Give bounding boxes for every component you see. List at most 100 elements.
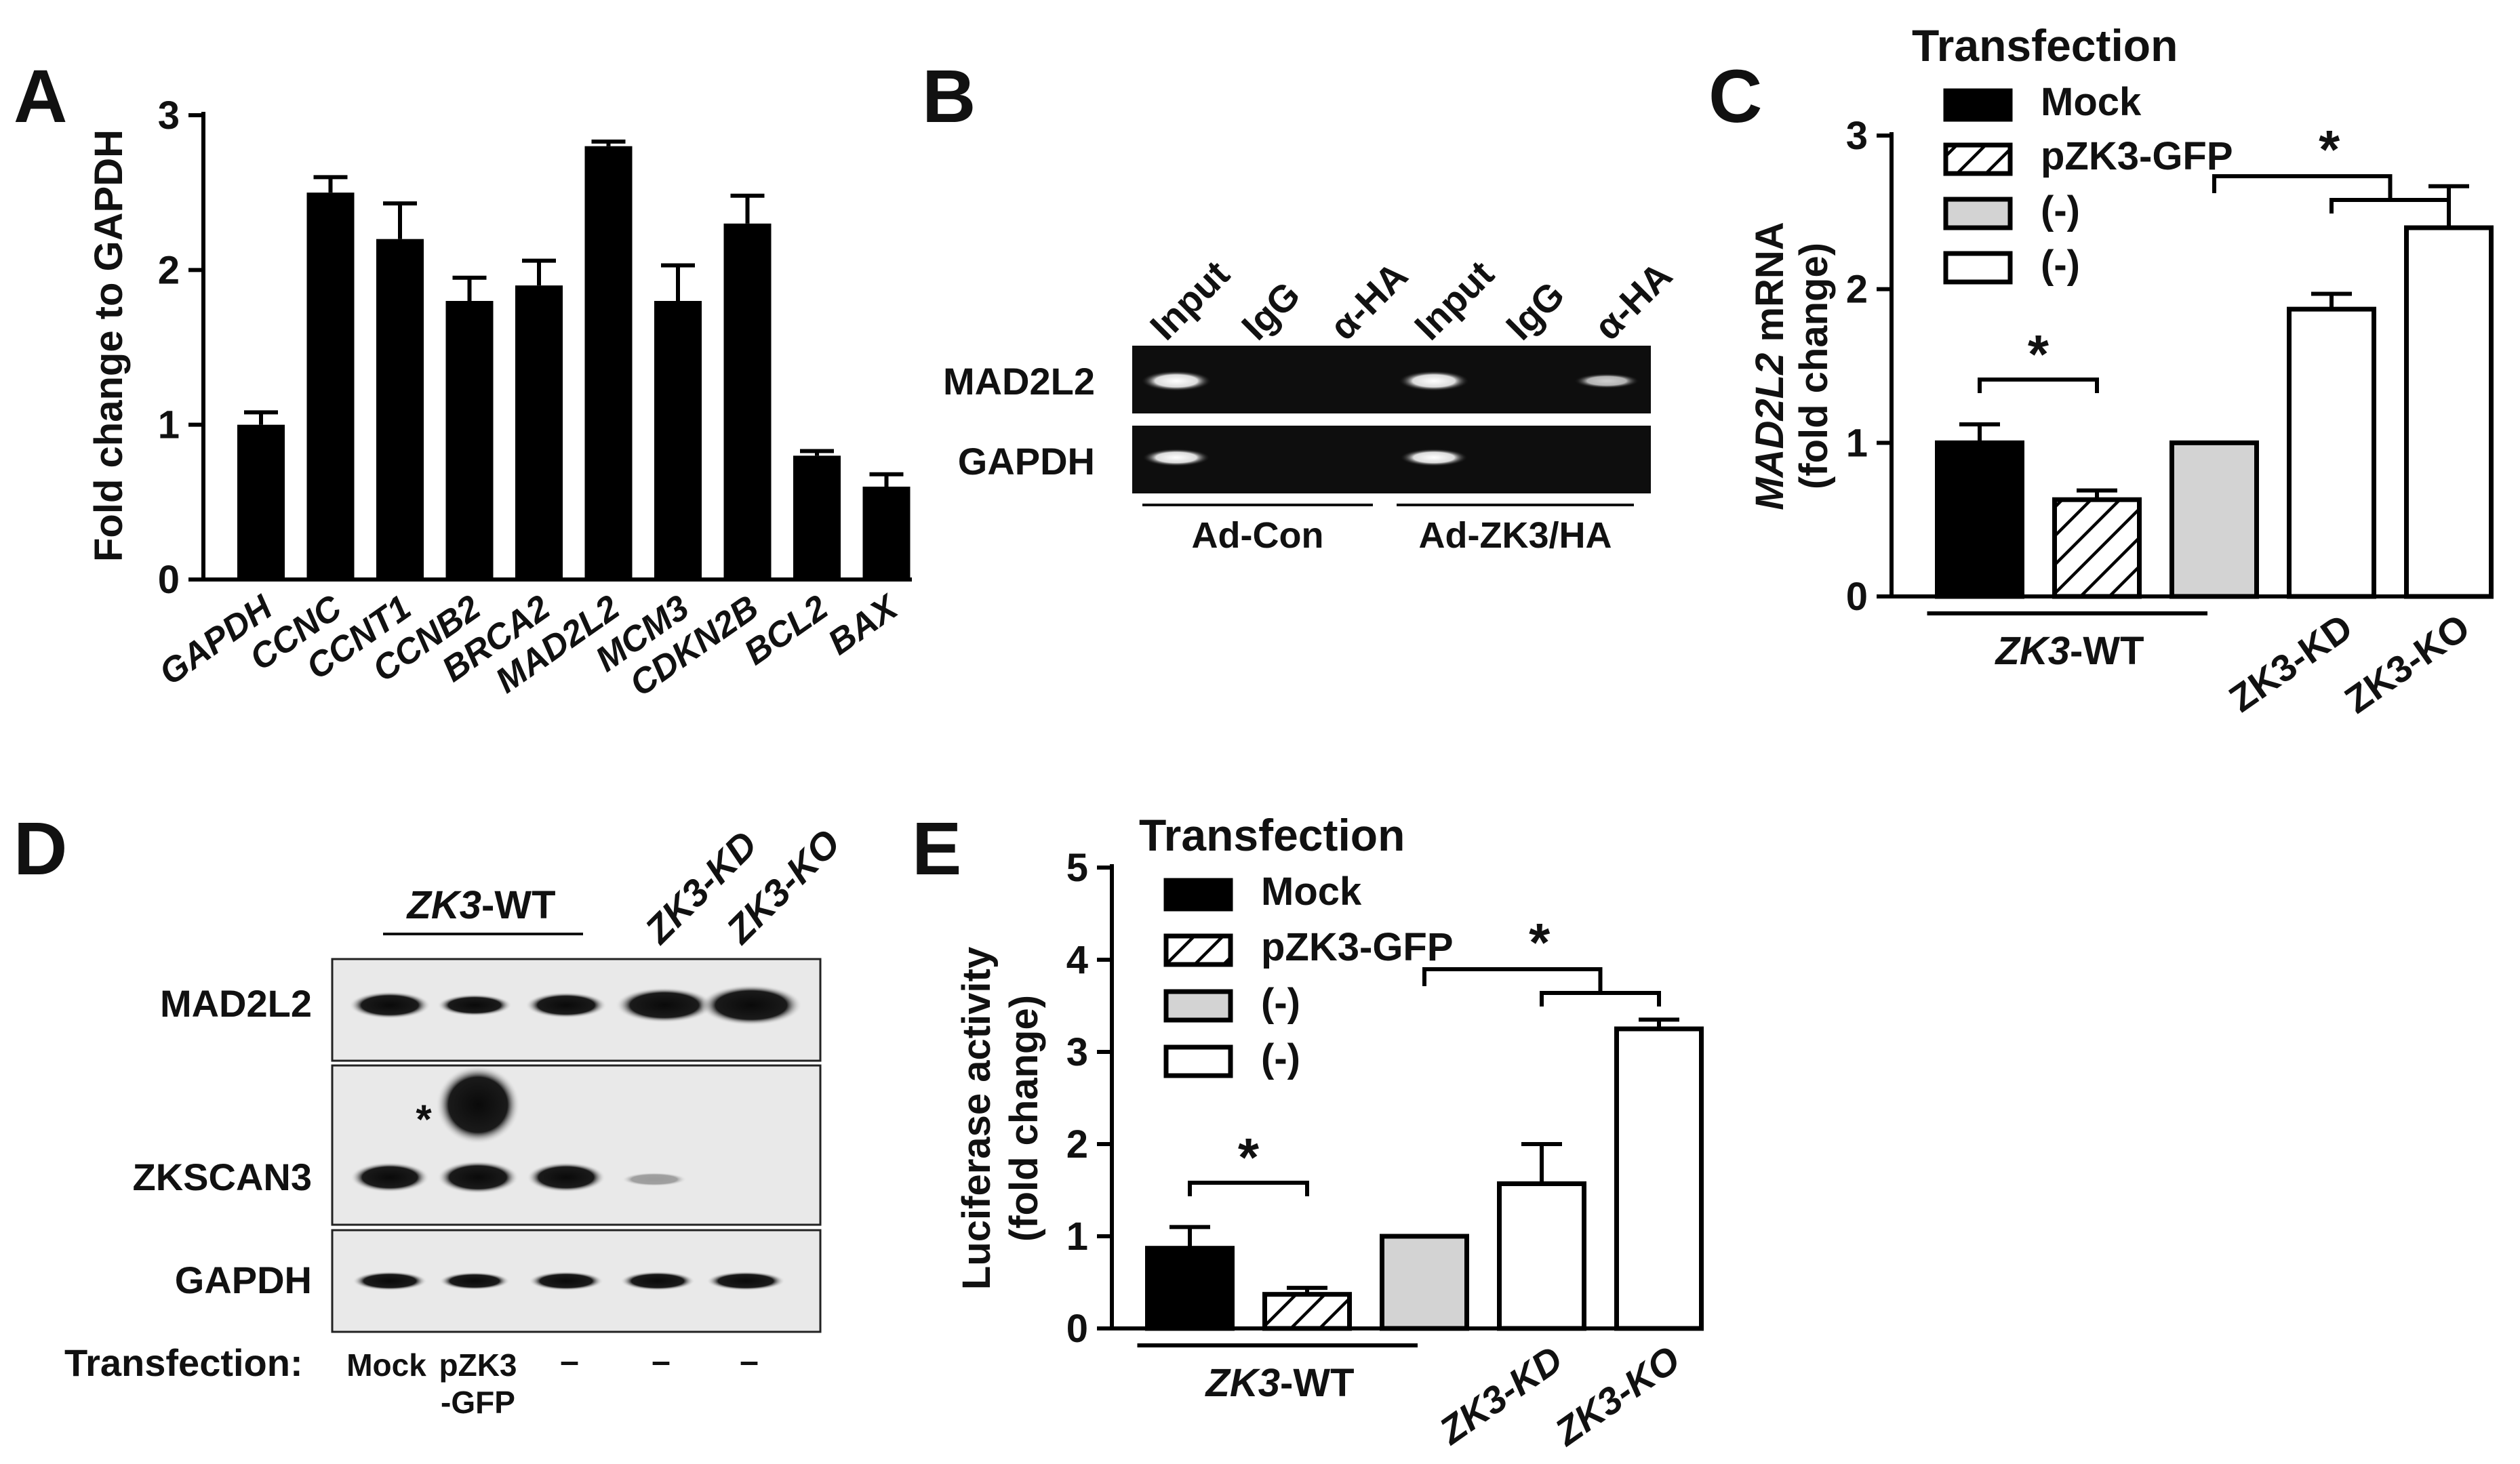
gel-b-label-mad2l2: MAD2L2 bbox=[943, 360, 1095, 403]
gel-band bbox=[1142, 449, 1210, 466]
gel-b: MAD2L2 GAPDH Input IgG α-HA Input IgG α-… bbox=[943, 252, 1680, 556]
blot-d-lane-mock: Mock bbox=[346, 1347, 426, 1383]
gel-b-lane-5: IgG bbox=[1498, 273, 1573, 348]
chart-c-ytick-label: 3 bbox=[1846, 114, 1868, 158]
chart-c-legend-label: (-) bbox=[2041, 188, 2080, 232]
chart-e-legend-swatch bbox=[1163, 878, 1233, 912]
blot-d-lane-dash-3: – bbox=[740, 1342, 759, 1380]
blot-d-star: * bbox=[416, 1097, 432, 1142]
chart-a: Fold change to GAPDH 0123GAPDHCCNCCCNT1C… bbox=[87, 94, 912, 704]
chart-c-legend-swatch bbox=[1943, 197, 2013, 230]
chart-c-x-label: ZK3-KO bbox=[2337, 605, 2477, 721]
gel-band bbox=[1400, 449, 1468, 466]
chart-a-ytick-label: 2 bbox=[158, 248, 180, 292]
chart-e-group-label-italic: ZK3 bbox=[1204, 1361, 1280, 1405]
chart-a-bar bbox=[445, 301, 494, 580]
chart-e-group-label: ZK3-WT bbox=[1204, 1361, 1354, 1405]
chart-c-bar bbox=[1935, 440, 2024, 599]
panel-letter-c: C bbox=[1708, 55, 1762, 138]
gel-b-row-mad2l2 bbox=[1132, 346, 1651, 413]
chart-a-category-label: BAX bbox=[821, 586, 906, 662]
chart-a-ytick-label: 0 bbox=[158, 558, 180, 602]
chart-c-legend-label: (-) bbox=[2041, 243, 2080, 287]
chart-c-group-label-italic: ZK3 bbox=[1994, 629, 2070, 673]
blot-d-lane-dash-2: – bbox=[652, 1342, 671, 1380]
blot-d-lane-pzk3: pZK3 bbox=[439, 1347, 517, 1383]
chart-e-bar bbox=[1614, 1026, 1704, 1331]
chart-c-ylabel-italic: MAD2L2 bbox=[1748, 353, 1792, 510]
blot-band bbox=[529, 1272, 603, 1290]
chart-c-bar bbox=[2287, 306, 2376, 599]
chart-c-legend-swatch bbox=[1943, 142, 2013, 176]
chart-c-bar bbox=[2052, 497, 2142, 599]
chart-c-ytick-label: 2 bbox=[1846, 268, 1868, 312]
gel-b-group-adzk3: Ad-ZK3/HA bbox=[1419, 515, 1612, 556]
chart-e-legend-title: Transfection bbox=[1139, 810, 1405, 860]
chart-e-sig-bracket bbox=[1422, 967, 1603, 993]
chart-c-legend-swatch bbox=[1943, 251, 2013, 285]
chart-e-sig-star: * bbox=[1238, 1127, 1260, 1187]
blot-band bbox=[700, 985, 802, 1025]
blot-band bbox=[349, 992, 431, 1019]
chart-c-sig-star: * bbox=[2319, 119, 2340, 180]
chart-a-bar bbox=[515, 285, 563, 580]
blot-band bbox=[620, 1272, 695, 1290]
chart-e-ytick-label: 5 bbox=[1066, 846, 1088, 890]
chart-e-legend-label: Mock bbox=[1261, 870, 1362, 914]
chart-a-bar bbox=[306, 192, 355, 580]
blot-band bbox=[527, 1162, 605, 1192]
chart-e-legend-label: pZK3-GFP bbox=[1261, 925, 1454, 969]
chart-c-ylabel2: (fold change) bbox=[1792, 243, 1836, 489]
chart-e-legend-swatch bbox=[1163, 989, 1233, 1023]
chart-e-ytick-label: 1 bbox=[1066, 1215, 1088, 1259]
chart-a-ytick-label: 1 bbox=[158, 403, 180, 447]
panel-letter-e: E bbox=[912, 807, 961, 891]
chart-c-legend-label: Mock bbox=[2041, 80, 2142, 124]
chart-e-ylabel: Luciferase activity bbox=[955, 947, 999, 1290]
gel-b-group-adcon: Ad-Con bbox=[1192, 515, 1324, 556]
gel-b-lane-4: Input bbox=[1406, 252, 1502, 348]
gel-band bbox=[1399, 371, 1469, 391]
blot-band bbox=[353, 1272, 427, 1290]
chart-e-x-label: ZK3-KO bbox=[1546, 1337, 1687, 1454]
blot-band bbox=[351, 1162, 429, 1192]
blot-band bbox=[525, 992, 607, 1018]
blot-band bbox=[437, 1161, 519, 1194]
panel-letter-a: A bbox=[14, 55, 67, 138]
chart-c-sig-bracket bbox=[1978, 378, 2099, 393]
blot-d-header-wt-rest: -WT bbox=[481, 883, 556, 927]
chart-c-legend-title: Transfection bbox=[1912, 20, 2178, 70]
chart-c-sig-star: * bbox=[2028, 324, 2049, 384]
chart-e-legend-label: (-) bbox=[1261, 1036, 1300, 1080]
gel-b-lane-3: α-HA bbox=[1321, 253, 1416, 348]
chart-e-sig-star: * bbox=[1529, 912, 1551, 973]
blot-band bbox=[437, 994, 512, 1016]
chart-e-legend-swatch bbox=[1163, 1044, 1233, 1078]
gel-band bbox=[1574, 373, 1639, 388]
blot-d-header-wt-italic: ZK3 bbox=[405, 883, 481, 927]
chart-e-bar bbox=[1380, 1234, 1469, 1331]
panel-letter-d: D bbox=[14, 807, 67, 891]
chart-a-bar bbox=[862, 487, 911, 580]
blot-d: ZK3-WT ZK3-KD ZK3-KO * MAD2L2 ZKSCAN3 GA… bbox=[64, 821, 848, 1420]
chart-e-ytick-label: 0 bbox=[1066, 1307, 1088, 1351]
chart-a-bar bbox=[723, 223, 772, 580]
gel-b-lane-1: Input bbox=[1142, 252, 1237, 348]
blot-d-label-zkscan3: ZKSCAN3 bbox=[133, 1156, 312, 1198]
chart-e-ytick-label: 4 bbox=[1066, 938, 1088, 982]
chart-e-ytick-label: 3 bbox=[1066, 1030, 1088, 1074]
chart-c-sig-bracket bbox=[2329, 198, 2451, 214]
chart-c-sig-bracket bbox=[2212, 174, 2393, 200]
chart-c-ytick-label: 1 bbox=[1846, 421, 1868, 465]
blot-d-lane-dash-1: – bbox=[560, 1342, 579, 1380]
chart-a-ytick-label: 3 bbox=[158, 94, 180, 138]
chart-c-group-label: ZK3-WT bbox=[1994, 629, 2144, 673]
blot-d-header-wt: ZK3-WT bbox=[405, 883, 555, 927]
panel-letter-b: B bbox=[922, 55, 976, 138]
chart-c-legend-swatch bbox=[1943, 88, 2013, 122]
chart-e-sig-bracket bbox=[1540, 991, 1661, 1006]
blot-band bbox=[706, 1272, 785, 1290]
chart-e: Luciferase activity (fold change) 0 1 2 3 4 5… bbox=[955, 810, 1704, 1455]
chart-e-legend-swatch bbox=[1163, 933, 1233, 967]
